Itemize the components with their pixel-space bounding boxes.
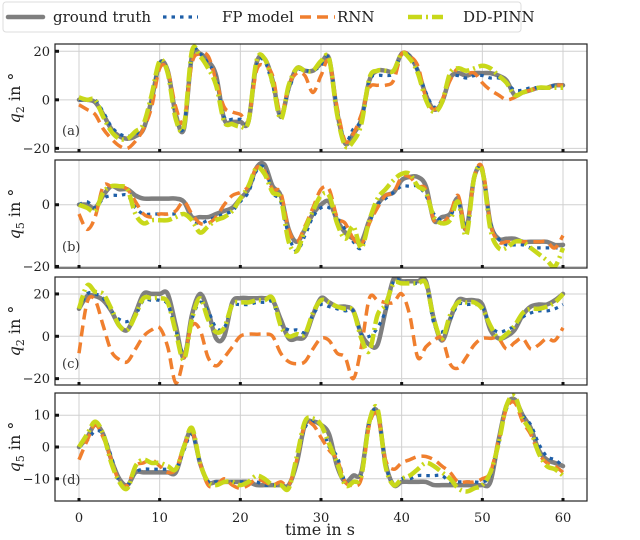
series-group — [76, 160, 566, 268]
y-axis-label: q5 in ° — [5, 422, 27, 473]
series-fp-model — [77, 277, 564, 355]
x-tick — [238, 498, 242, 501]
subplot-c: 20 0 −20 q2 in ° (c) — [5, 276, 588, 387]
legend-item-rnn: RNN — [300, 8, 375, 26]
x-tick — [561, 265, 565, 268]
y-tick — [55, 292, 59, 296]
x-tick — [400, 498, 404, 501]
y-tick — [55, 445, 59, 449]
x-tick — [319, 149, 323, 152]
series-dd-pinn — [78, 44, 563, 150]
series-fp-model — [78, 164, 563, 253]
series-dd-pinn — [78, 163, 566, 268]
x-tick-label: 20 — [232, 511, 249, 526]
y-tick-label: −20 — [23, 142, 50, 157]
legend-item-ground-truth: ground truth — [5, 8, 151, 26]
x-tick — [77, 265, 81, 268]
y-tick-label: −20 — [23, 372, 50, 387]
x-tick — [319, 498, 323, 501]
x-tick — [319, 382, 323, 385]
series-group — [76, 393, 566, 494]
x-tick — [400, 382, 404, 385]
legend-item-fp-model: FP model — [163, 8, 294, 26]
x-tick — [238, 265, 242, 268]
x-tick — [561, 498, 565, 501]
y-tick — [55, 98, 59, 102]
legend-frame — [2, 1, 522, 33]
subplot-b: 0 −20 q5 in ° (b) — [5, 159, 588, 275]
y-axis-label: q5 in ° — [5, 189, 27, 240]
y-tick-label: 0 — [42, 441, 50, 456]
legend-item-dd-pinn: DD-PINN — [408, 8, 535, 26]
panel-tag: (d) — [62, 473, 80, 488]
y-tick-label: 0 — [42, 198, 50, 213]
subplot-a: 20 0 −20 q2 in ° (a) — [5, 43, 588, 157]
x-tick — [480, 498, 484, 501]
series-dd-pinn — [77, 393, 565, 494]
series-group — [76, 44, 566, 151]
legend-label: ground truth — [53, 8, 151, 26]
x-tick-label: 60 — [555, 511, 572, 526]
series-group — [76, 277, 566, 385]
y-tick-label: 0 — [42, 93, 50, 108]
x-tick — [77, 498, 81, 501]
series-rnn — [77, 399, 565, 491]
x-tick — [158, 265, 162, 268]
series-rnn — [78, 50, 564, 151]
y-tick — [55, 413, 59, 417]
x-tick — [238, 382, 242, 385]
y-tick — [55, 49, 59, 53]
x-tick — [480, 149, 484, 152]
y-tick-label: 20 — [33, 45, 50, 60]
legend-label: RNN — [337, 8, 375, 26]
y-tick-label: −10 — [23, 472, 50, 487]
x-axis-label: time in s — [285, 520, 355, 539]
y-tick — [55, 146, 59, 150]
x-tick-label: 30 — [313, 511, 330, 526]
x-tick-label: 10 — [151, 511, 168, 526]
x-tick — [77, 149, 81, 152]
y-tick — [55, 264, 59, 268]
series-rnn — [77, 291, 565, 385]
x-tick — [238, 149, 242, 152]
series-dd-pinn — [76, 278, 565, 362]
x-tick-label: 0 — [75, 511, 83, 526]
x-tick — [319, 265, 323, 268]
x-tick — [561, 149, 565, 152]
x-tick — [158, 382, 162, 385]
x-tick — [561, 382, 565, 385]
y-axis-label: q2 in ° — [5, 306, 27, 357]
y-tick — [55, 477, 59, 481]
legend: ground truth FP model RNN DD-PINN — [2, 1, 535, 33]
x-tick-label: 50 — [474, 511, 491, 526]
subplots: 20 0 −20 q2 in ° (a) 0 −20 q5 in ° (b) 20 0 −20 q2 i… — [5, 43, 588, 526]
y-tick-label: 0 — [42, 330, 50, 345]
y-axis-label: q2 in ° — [5, 73, 27, 124]
y-tick-label: 20 — [33, 287, 50, 302]
x-tick — [158, 498, 162, 501]
x-tick-label: 40 — [393, 511, 410, 526]
x-tick — [480, 265, 484, 268]
x-tick — [158, 149, 162, 152]
y-tick — [55, 377, 59, 381]
panel-tag: (a) — [62, 124, 80, 139]
panel-tag: (b) — [62, 240, 80, 255]
y-tick — [55, 334, 59, 338]
legend-label: FP model — [222, 8, 294, 26]
legend-label: DD-PINN — [463, 8, 535, 26]
y-tick — [55, 203, 59, 207]
y-tick-label: 10 — [33, 409, 50, 424]
x-tick — [400, 265, 404, 268]
y-tick-label: −20 — [23, 260, 50, 275]
x-tick — [400, 149, 404, 152]
panel-tag: (c) — [62, 357, 79, 372]
x-tick — [77, 382, 81, 385]
x-tick — [480, 382, 484, 385]
